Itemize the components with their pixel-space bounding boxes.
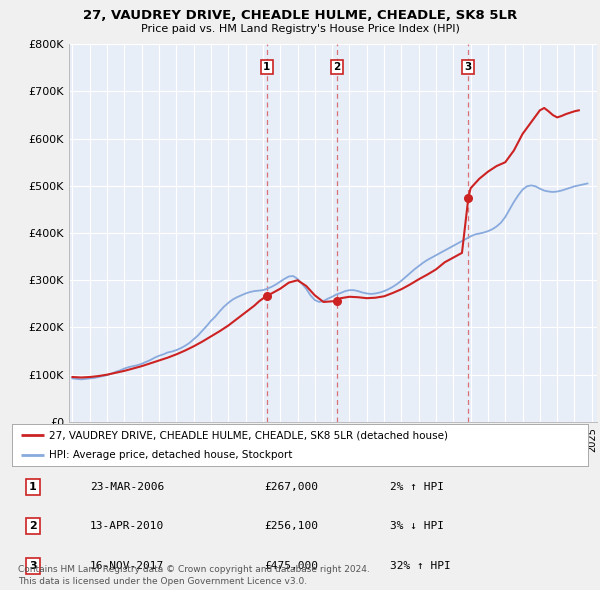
Text: 3: 3 <box>465 62 472 72</box>
Text: 27, VAUDREY DRIVE, CHEADLE HULME, CHEADLE, SK8 5LR (detached house): 27, VAUDREY DRIVE, CHEADLE HULME, CHEADL… <box>49 430 448 440</box>
Text: £256,100: £256,100 <box>264 522 318 531</box>
Text: Price paid vs. HM Land Registry's House Price Index (HPI): Price paid vs. HM Land Registry's House … <box>140 24 460 34</box>
Text: 1: 1 <box>29 482 37 491</box>
Text: 2: 2 <box>334 62 341 72</box>
Text: 16-NOV-2017: 16-NOV-2017 <box>90 561 164 571</box>
Text: 23-MAR-2006: 23-MAR-2006 <box>90 482 164 491</box>
Text: 3% ↓ HPI: 3% ↓ HPI <box>390 522 444 531</box>
Text: 27, VAUDREY DRIVE, CHEADLE HULME, CHEADLE, SK8 5LR: 27, VAUDREY DRIVE, CHEADLE HULME, CHEADL… <box>83 9 517 22</box>
Text: £475,000: £475,000 <box>264 561 318 571</box>
Text: HPI: Average price, detached house, Stockport: HPI: Average price, detached house, Stoc… <box>49 451 293 460</box>
Text: 32% ↑ HPI: 32% ↑ HPI <box>390 561 451 571</box>
Text: £267,000: £267,000 <box>264 482 318 491</box>
Text: 2% ↑ HPI: 2% ↑ HPI <box>390 482 444 491</box>
Text: 1: 1 <box>263 62 271 72</box>
Text: Contains HM Land Registry data © Crown copyright and database right 2024.
This d: Contains HM Land Registry data © Crown c… <box>18 565 370 586</box>
Text: 3: 3 <box>29 561 37 571</box>
Text: 13-APR-2010: 13-APR-2010 <box>90 522 164 531</box>
Text: 2: 2 <box>29 522 37 531</box>
